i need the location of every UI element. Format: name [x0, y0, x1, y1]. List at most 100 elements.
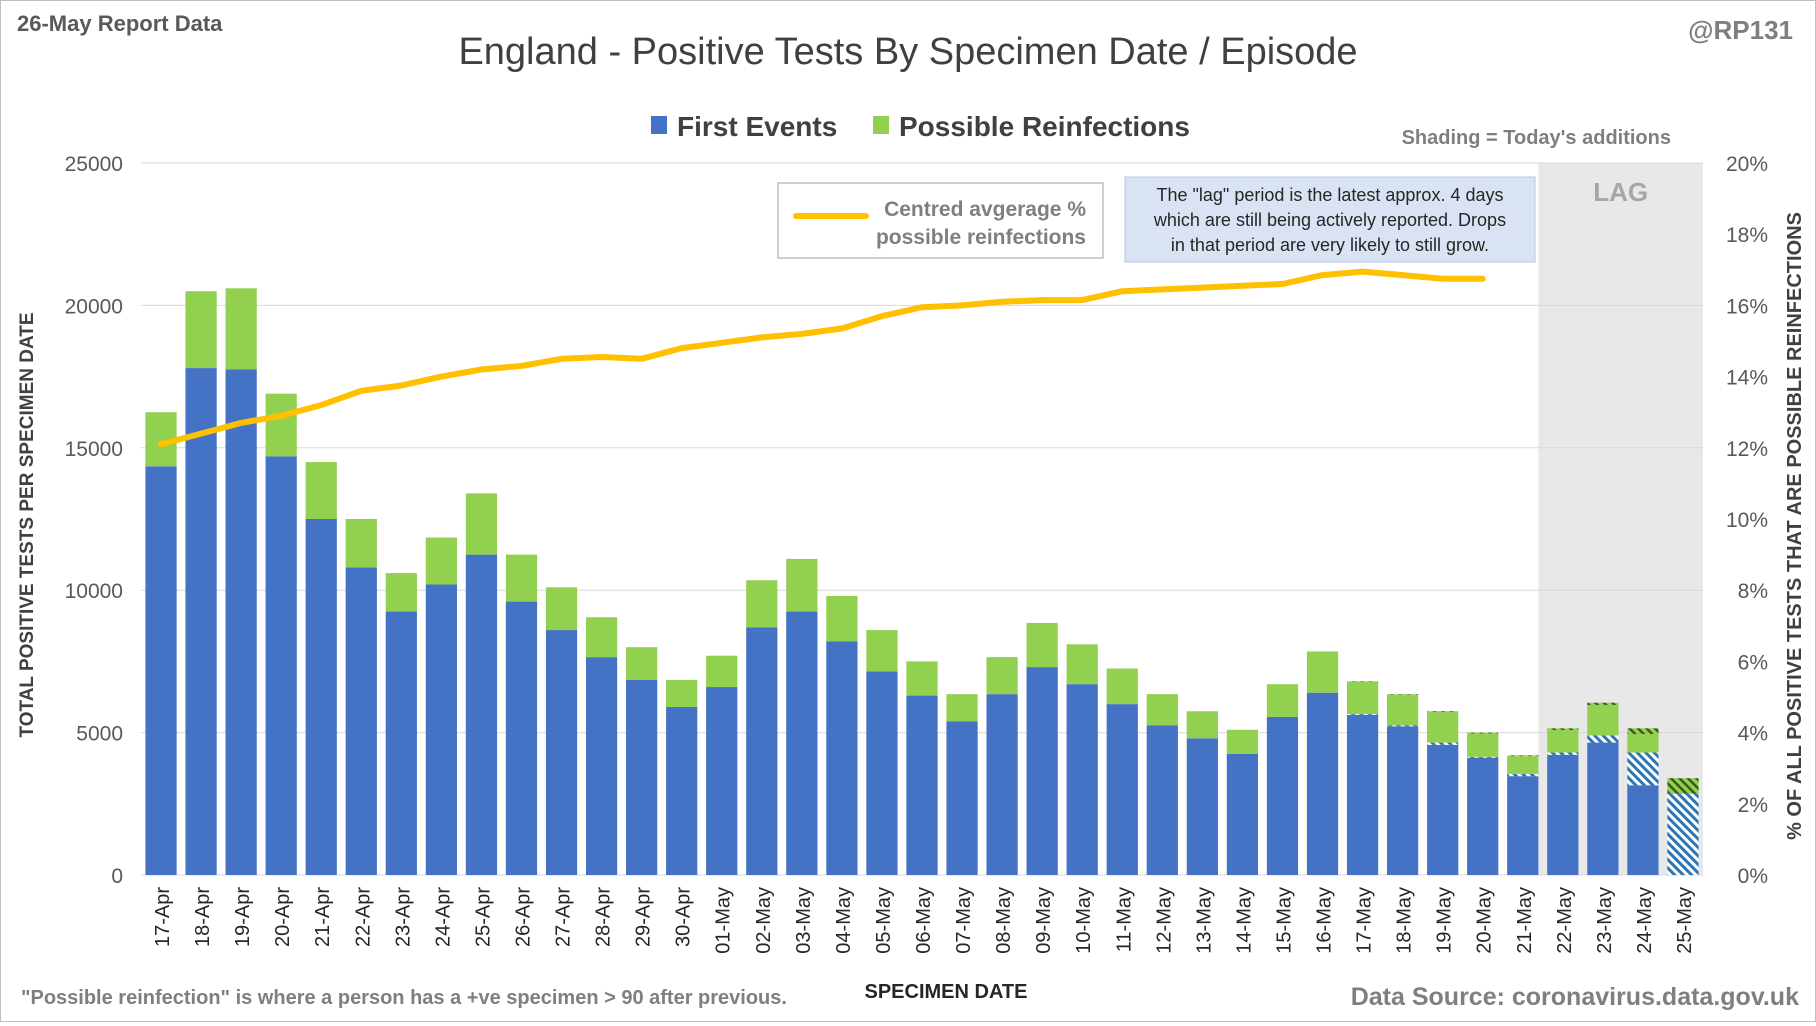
bar-possible-reinfections: [1066, 644, 1098, 685]
bar-possible-reinfections: [305, 462, 337, 519]
bar-first-events-new: [1467, 756, 1499, 758]
x-tick-label: 07-May: [953, 887, 975, 954]
x-tick-label: 23-May: [1594, 887, 1616, 954]
chart-title: England - Positive Tests By Specimen Dat…: [458, 31, 1357, 73]
line-legend-text-1: Centred avgerage %: [884, 198, 1086, 221]
bar-possible-reinfections: [1306, 651, 1339, 693]
bar-possible-reinfections-new: [1386, 694, 1419, 695]
bar-possible-reinfections-new: [1507, 755, 1539, 757]
bar-possible-reinfections: [906, 661, 938, 696]
x-tick-label: 30-Apr: [673, 887, 695, 947]
bar-possible-reinfections: [1427, 712, 1459, 743]
footer-source: Data Source: coronavirus.data.gov.uk: [1351, 983, 1799, 1011]
bar-possible-reinfections: [1467, 733, 1499, 757]
lag-note-line-3: in that period are very likely to still …: [1171, 235, 1489, 255]
legend-label-first-events: First Events: [677, 111, 837, 142]
x-tick-label: 12-May: [1153, 887, 1175, 954]
bar-first-events: [225, 369, 257, 875]
lag-note-callout: The "lag" period is the latest approx. 4…: [1124, 176, 1536, 263]
y2-tick-label: 2%: [1738, 794, 1768, 817]
report-label: 26-May Report Data: [17, 11, 223, 36]
bar-first-events-new: [1507, 773, 1539, 777]
x-axis-ticks: 17-Apr 18-Apr 19-Apr 20-Apr 21-Apr 22-Apr 23-A…: [152, 887, 1696, 954]
bar-possible-reinfections-new: [1627, 728, 1659, 735]
bar-possible-reinfections: [385, 573, 417, 612]
bar-first-events: [666, 706, 698, 875]
y2-tick-label: 4%: [1738, 723, 1768, 746]
bar-possible-reinfections: [1346, 681, 1379, 715]
bar-possible-reinfections: [826, 595, 858, 642]
bar-first-events: [1106, 704, 1138, 875]
bar-first-events: [1026, 667, 1058, 875]
y2-tick-label: 12%: [1726, 438, 1768, 461]
bar-possible-reinfections: [1507, 756, 1539, 774]
bar-possible-reinfections: [545, 587, 578, 631]
x-tick-label: 17-Apr: [152, 887, 174, 947]
bar-first-events: [866, 671, 898, 875]
x-tick-label: 19-May: [1434, 887, 1456, 954]
bar-first-events: [265, 456, 297, 875]
bar-possible-reinfections: [1026, 622, 1058, 668]
bar-first-events-new: [1547, 752, 1579, 755]
bar-first-events: [345, 567, 377, 875]
average-line-path: [158, 268, 1486, 448]
y2-tick-label: 8%: [1738, 580, 1768, 603]
y2-axis-ticks: 0% 2% 4% 6% 8% 10% 12% 14% 16% 18% 20%: [1726, 153, 1768, 888]
y2-tick-label: 10%: [1726, 509, 1768, 532]
x-tick-label: 19-Apr: [232, 887, 254, 947]
y-tick-label: 5000: [76, 723, 123, 746]
bar-possible-reinfections: [225, 288, 257, 370]
y-tick-label: 0: [111, 865, 123, 888]
bar-first-events: [1587, 742, 1619, 875]
x-tick-label: 03-May: [793, 887, 815, 954]
bar-first-events: [906, 695, 938, 875]
y2-tick-label: 0%: [1738, 865, 1768, 888]
legend: First Events Possible Reinfections: [651, 111, 1190, 142]
y-axis-ticks: 0 5000 10000 15000 20000 25000: [65, 153, 123, 888]
bars: [145, 288, 1699, 875]
bar-possible-reinfections: [505, 554, 538, 602]
x-tick-label: 25-May: [1674, 887, 1696, 954]
x-tick-label: 26-Apr: [512, 887, 534, 947]
x-tick-label: 27-Apr: [553, 887, 575, 947]
x-tick-label: 29-Apr: [633, 887, 655, 947]
bar-first-events: [305, 519, 337, 875]
x-tick-label: 08-May: [993, 887, 1015, 954]
footer-definition: "Possible reinfection" is where a person…: [21, 987, 787, 1009]
bar-possible-reinfections-new: [1467, 732, 1499, 734]
bar-possible-reinfections: [265, 393, 297, 457]
bar-first-events: [1186, 738, 1218, 875]
lag-label: LAG: [1593, 177, 1648, 207]
bar-first-events-new: [1627, 752, 1659, 786]
bar-possible-reinfections-new: [1346, 681, 1379, 682]
x-tick-label: 21-Apr: [312, 887, 334, 947]
bar-possible-reinfections-new: [1667, 778, 1699, 794]
bar-first-events-new: [1427, 742, 1459, 745]
bar-possible-reinfections: [185, 291, 217, 369]
bar-first-events: [946, 721, 978, 875]
bar-possible-reinfections: [585, 617, 618, 658]
legend-label-possible-reinfections: Possible Reinfections: [899, 111, 1190, 142]
x-tick-label: 22-May: [1554, 887, 1576, 954]
x-tick-label: 17-May: [1354, 887, 1376, 954]
x-tick-label: 24-Apr: [432, 887, 454, 947]
y-axis-title: TOTAL POSITIVE TESTS PER SPECIMEN DATE: [17, 312, 38, 737]
y-tick-label: 25000: [65, 153, 123, 176]
legend-swatch-first-events: [651, 116, 667, 134]
x-tick-label: 20-Apr: [272, 887, 294, 947]
handle: @RP131: [1688, 15, 1793, 45]
bar-first-events-new: [1346, 714, 1379, 715]
bar-first-events: [385, 611, 417, 875]
x-tick-label: 18-Apr: [192, 887, 214, 947]
bar-possible-reinfections: [1386, 694, 1419, 726]
bar-first-events: [505, 601, 538, 875]
bar-possible-reinfections: [425, 537, 458, 585]
x-tick-label: 10-May: [1073, 887, 1095, 954]
bar-first-events: [986, 694, 1018, 875]
bar-possible-reinfections: [746, 580, 778, 628]
x-tick-label: 20-May: [1474, 887, 1496, 954]
x-tick-label: 14-May: [1233, 887, 1255, 954]
y2-axis-title: % OF ALL POSITIVE TESTS THAT ARE POSSIBL…: [1784, 212, 1806, 840]
x-tick-label: 23-Apr: [392, 887, 414, 947]
